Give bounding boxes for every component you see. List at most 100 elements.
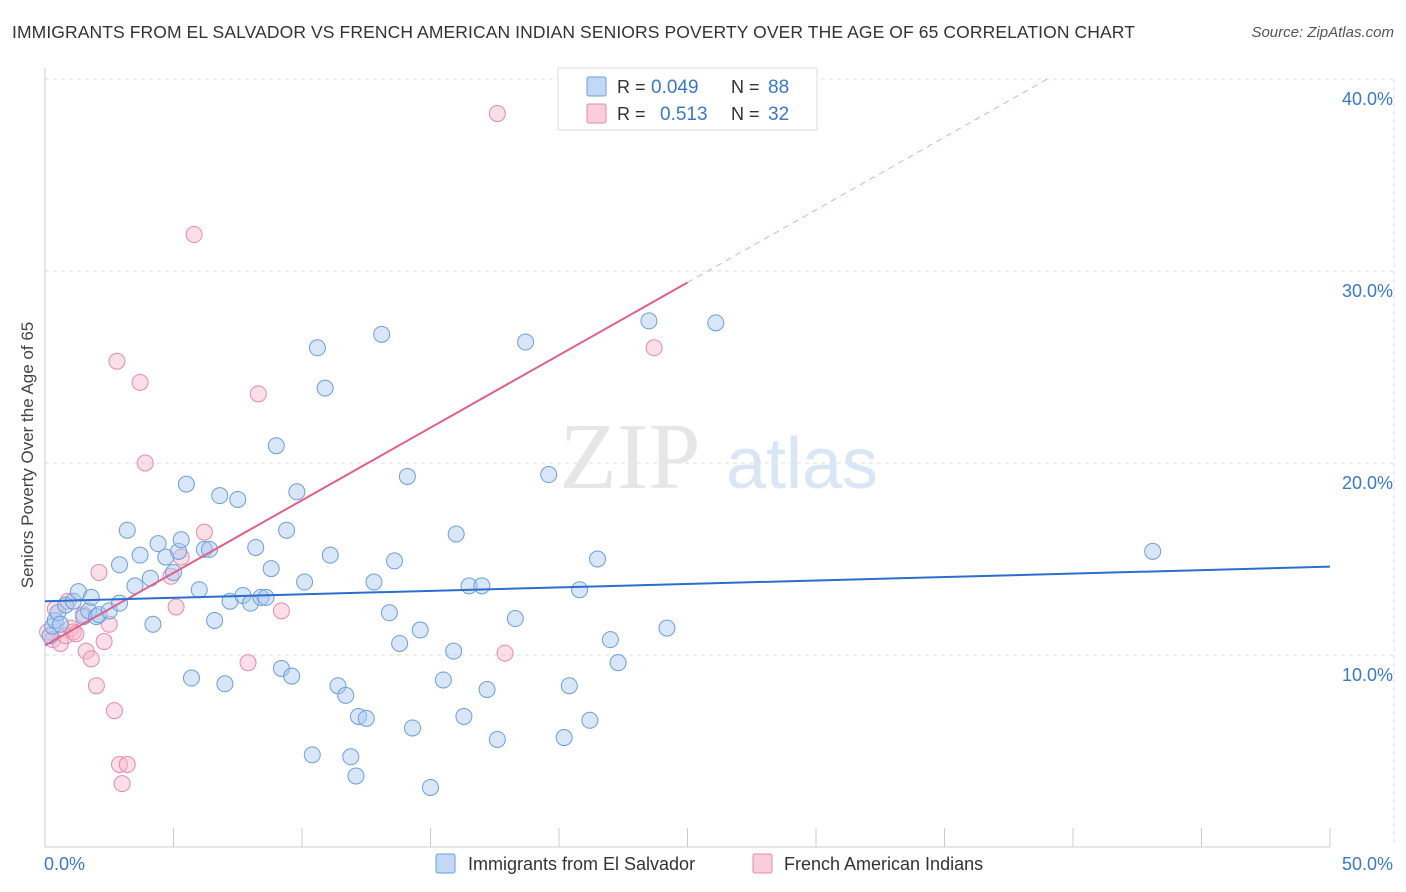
- blue-point: [206, 611, 224, 629]
- grid-lines: [45, 78, 1395, 847]
- blue-point: [247, 538, 265, 556]
- axes: [44, 68, 1331, 848]
- blue-point: [386, 552, 404, 570]
- blue-point: [252, 588, 270, 606]
- blue-point: [82, 588, 100, 606]
- x-tick-label: 50.0%: [1342, 854, 1393, 874]
- pink-point: [131, 373, 149, 391]
- series-legend-swatch-blue: [435, 853, 456, 874]
- blue-point: [601, 631, 619, 649]
- blue-point: [278, 521, 296, 539]
- blue-point: [177, 475, 195, 493]
- blue-point: [540, 466, 558, 484]
- blue-point: [581, 711, 599, 729]
- blue-point: [347, 767, 365, 785]
- blue-point: [445, 642, 463, 660]
- blue-point: [380, 604, 398, 622]
- blue-point: [589, 550, 607, 568]
- legend-swatch-pink: [586, 103, 607, 124]
- pink-point: [195, 523, 213, 541]
- pink-point: [496, 644, 514, 662]
- blue-point: [149, 535, 167, 553]
- blue-point: [342, 748, 360, 766]
- y-tick-label: 30.0%: [1342, 281, 1393, 301]
- blue-point: [296, 573, 314, 591]
- blue-point: [560, 677, 578, 695]
- blue-point: [571, 581, 589, 599]
- blue-point: [411, 621, 429, 639]
- pink-series-points: [39, 105, 663, 793]
- blue-point: [640, 312, 658, 330]
- blue-point: [262, 560, 280, 578]
- trend-lines: [44, 78, 1331, 647]
- blue-point: [517, 333, 535, 351]
- pink-point: [136, 454, 154, 472]
- blue-point: [308, 339, 326, 357]
- pink-trend-line: [44, 281, 688, 647]
- blue-point: [404, 719, 422, 737]
- legend-swatch-blue: [586, 76, 607, 97]
- legend-n-label: N =: [731, 77, 760, 97]
- blue-point: [422, 778, 439, 796]
- legend: R = 0.049 N = 88 R = 0.513 N = 32: [557, 67, 818, 131]
- blue-point: [1144, 542, 1162, 560]
- pink-point: [645, 339, 663, 357]
- blue-point: [707, 314, 725, 332]
- pink-point: [239, 654, 257, 672]
- pink-point: [87, 677, 105, 695]
- y-axis-label: Seniors Poverty Over the Age of 65: [18, 322, 37, 588]
- pink-point: [167, 598, 185, 616]
- legend-n-value: 88: [768, 77, 789, 98]
- blue-point: [488, 730, 506, 748]
- blue-point: [111, 556, 129, 574]
- legend-r-label: R =: [617, 104, 646, 124]
- blue-series-points: [41, 312, 1162, 796]
- blue-point: [172, 531, 190, 549]
- pink-trend-extension: [687, 78, 1048, 283]
- blue-point: [190, 581, 208, 599]
- blue-point: [216, 675, 234, 693]
- blue-point: [506, 610, 524, 628]
- blue-point: [478, 681, 496, 699]
- blue-point: [455, 707, 473, 725]
- y-tick-label: 40.0%: [1342, 89, 1393, 109]
- y-tick-label: 20.0%: [1342, 473, 1393, 493]
- series-legend: Immigrants from El Salvador French Ameri…: [435, 853, 983, 874]
- blue-point: [118, 521, 136, 539]
- pink-point: [185, 226, 203, 244]
- blue-point: [373, 325, 391, 343]
- blue-point: [391, 634, 409, 652]
- blue-point: [321, 546, 339, 564]
- blue-point: [51, 615, 69, 633]
- y-tick-labels: 10.0% 20.0% 30.0% 40.0%: [1342, 89, 1393, 685]
- legend-r-label: R =: [617, 77, 646, 97]
- pink-point: [488, 105, 506, 123]
- watermark-atlas: atlas: [726, 424, 878, 504]
- watermark: ZIP atlas: [560, 405, 879, 509]
- pink-point: [118, 755, 136, 773]
- blue-point: [447, 525, 465, 543]
- blue-point: [288, 483, 306, 501]
- blue-point: [182, 669, 200, 687]
- pink-point: [105, 702, 123, 720]
- series-legend-label: French American Indians: [784, 854, 983, 874]
- blue-point: [200, 540, 218, 558]
- blue-point: [257, 588, 275, 606]
- blue-point: [144, 615, 162, 633]
- blue-trend-line: [44, 565, 1331, 603]
- pink-point: [82, 650, 100, 668]
- blue-point: [357, 709, 375, 727]
- chart-title: IMMIGRANTS FROM EL SALVADOR VS FRENCH AM…: [12, 22, 1136, 42]
- legend-n-value: 32: [768, 104, 789, 125]
- blue-point: [398, 467, 416, 485]
- blue-point: [434, 671, 452, 689]
- blue-point: [211, 487, 229, 505]
- blue-point: [267, 437, 285, 455]
- blue-point: [337, 686, 355, 704]
- blue-point: [609, 654, 627, 672]
- y-tick-label: 10.0%: [1342, 665, 1393, 685]
- legend-n-label: N =: [731, 104, 760, 124]
- pink-point: [108, 352, 126, 370]
- legend-r-value: 0.513: [660, 104, 708, 125]
